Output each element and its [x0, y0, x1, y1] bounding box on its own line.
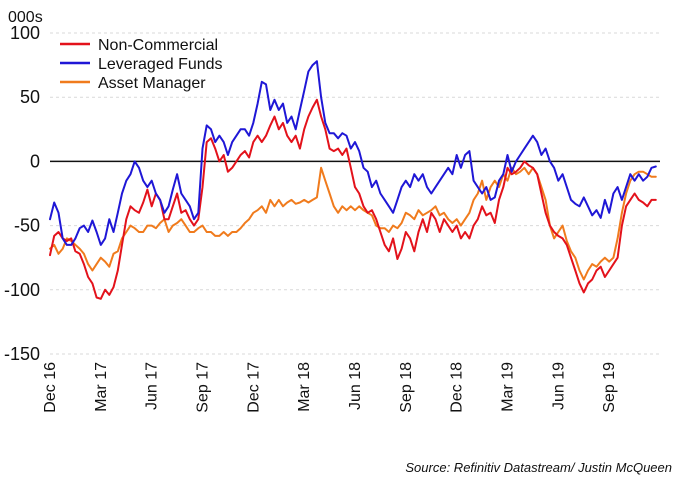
- x-tick-label: Sep 19: [601, 362, 618, 413]
- series-line-asset-manager: [49, 166, 657, 281]
- x-tick-label: Jun 19: [550, 362, 567, 410]
- y-tick-label: 50: [20, 87, 40, 107]
- y-tick-label: 100: [10, 23, 40, 43]
- x-tick-label: Dec 18: [449, 362, 466, 413]
- x-tick-label: Jun 18: [347, 362, 364, 410]
- x-tick-label: Jun 17: [144, 362, 161, 410]
- y-tick-label: 0: [30, 151, 40, 171]
- x-tick-label: Mar 18: [296, 362, 313, 412]
- y-tick-label: -50: [14, 216, 40, 236]
- series-line-non-commercial: [49, 98, 657, 300]
- x-tick-label: Dec 16: [42, 362, 59, 413]
- legend-item-asset-manager: Asset Manager: [60, 75, 206, 92]
- x-tick-label: Mar 17: [93, 362, 110, 412]
- y-tick-label: -150: [4, 344, 40, 364]
- unit-label: 000s: [8, 9, 43, 26]
- y-axis-ticks: 100 50 0 -50 -100 -150: [4, 23, 40, 364]
- x-tick-label: Sep 18: [398, 362, 415, 413]
- series-lines: [49, 60, 657, 300]
- legend-item-leveraged-funds: Leveraged Funds: [60, 56, 223, 73]
- x-axis-ticks: Dec 16 Mar 17 Jun 17 Sep 17 Dec 17 Mar 18 Jun …: [42, 362, 618, 413]
- source-note: Source: Refinitiv Datastream/ Justin McQ…: [405, 460, 672, 475]
- legend: Non-Commercial Leveraged Funds Asset Man…: [60, 37, 223, 92]
- x-tick-label: Dec 17: [245, 362, 262, 413]
- x-tick-label: Sep 17: [195, 362, 212, 413]
- legend-label-leveraged-funds: Leveraged Funds: [98, 56, 223, 73]
- x-tick-label: Mar 19: [500, 362, 517, 412]
- legend-label-asset-manager: Asset Manager: [98, 75, 206, 92]
- legend-item-non-commercial: Non-Commercial: [60, 37, 218, 54]
- y-tick-label: -100: [4, 280, 40, 300]
- series-line-leveraged-funds: [49, 60, 657, 246]
- legend-label-non-commercial: Non-Commercial: [98, 37, 218, 54]
